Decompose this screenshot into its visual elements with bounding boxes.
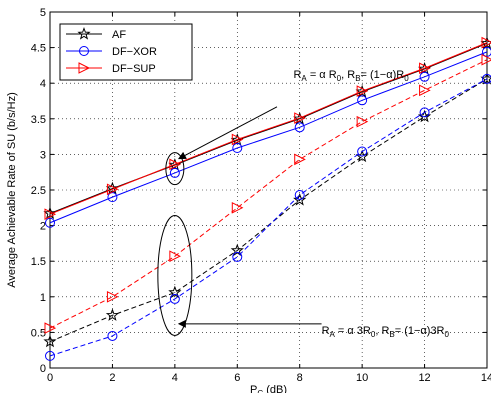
x-tick-label: 12 (418, 372, 430, 384)
data-point (231, 133, 244, 146)
data-point (106, 183, 119, 196)
y-tick-label: 0.5 (31, 327, 46, 339)
data-point (169, 158, 181, 171)
series-upper-circle (45, 46, 491, 228)
annotation-label: RA = α R0, RB= (1−α)R0 (293, 69, 409, 83)
series-line (49, 42, 488, 215)
annotation-lower: RA = α 3R0, RB= (1−α)3R0 (157, 214, 450, 339)
x-tick-label: 6 (234, 372, 240, 384)
data-point (294, 112, 306, 124)
data-point (44, 322, 57, 334)
y-tick-label: 1 (40, 292, 46, 304)
data-point (45, 350, 55, 361)
data-point (45, 217, 55, 228)
data-point (419, 84, 431, 97)
legend-box (59, 23, 193, 81)
y-tick-label: 5 (40, 7, 46, 19)
data-point (419, 107, 430, 118)
series-lower-circle (45, 73, 491, 361)
y-tick-label: 1.5 (31, 256, 46, 268)
legend-entry: DF−XOR (112, 46, 157, 58)
tick-labels: 0 2 4 6 8 10 12 14 0 0.5 1 1.5 2 2.5 3 3.5 4 4.5 5 (31, 7, 491, 384)
axes (49, 11, 488, 369)
data-point (294, 122, 305, 133)
y-tick-label: 2 (40, 221, 46, 233)
data-point (419, 71, 430, 82)
y-tick-label: 2.5 (31, 185, 46, 197)
series-line (49, 78, 488, 343)
data-point (106, 290, 119, 303)
legend-entry: AF (112, 29, 126, 41)
annotation-ellipse (165, 152, 185, 186)
y-tick-label: 4 (40, 78, 46, 90)
annotation-upper: RA = α R0, RB= (1−α)R0 (165, 69, 409, 186)
y-tick-label: 3.5 (31, 114, 46, 126)
data-point (482, 73, 491, 84)
x-tick-label: 4 (172, 372, 178, 384)
data-point (294, 153, 306, 166)
x-tick-label: 10 (356, 372, 368, 384)
annotation-label: RA = α 3R0, RB= (1−α)3R0 (322, 325, 450, 339)
data-point (169, 167, 180, 178)
legend-swatch-marker (79, 46, 89, 56)
y-tick-label: 0 (40, 363, 46, 375)
data-point (105, 181, 120, 195)
data-point (481, 36, 491, 49)
annotations-layer: RA = α R0, RB= (1−α)R0 RA = α 3R0, RB= (1… (157, 69, 450, 339)
data-point (107, 330, 118, 341)
data-point (419, 62, 431, 75)
data-point (169, 293, 180, 304)
data-point (482, 46, 491, 57)
data-point (107, 192, 118, 203)
y-axis-label: Average Achievable Rate of SU (b/s/Hz) (6, 92, 18, 287)
x-tick-label: 8 (297, 372, 303, 384)
legend: AF DF−XOR DF−SUP (59, 23, 193, 81)
series-upper-triangle-right (44, 36, 491, 221)
data-point (105, 308, 120, 321)
legend-swatch-marker (78, 62, 91, 74)
series-lower-triangle-right (44, 53, 491, 334)
series-lower-star (43, 71, 491, 348)
legend-entry: DF−SUP (112, 63, 156, 75)
series-layer (43, 36, 491, 361)
legend-swatch-marker (77, 27, 91, 40)
annotation-ellipse (157, 214, 193, 336)
data-point (43, 334, 57, 348)
data-point (43, 206, 57, 220)
data-point (357, 95, 368, 106)
series-line (49, 59, 488, 329)
data-point (357, 146, 368, 157)
data-point (356, 115, 369, 128)
x-axis-label: PC (dB) (250, 384, 287, 393)
data-point (232, 142, 243, 153)
x-tick-label: 14 (481, 372, 491, 384)
data-point (231, 201, 244, 214)
y-tick-label: 3 (40, 149, 46, 161)
data-point (294, 189, 305, 200)
data-point (481, 53, 491, 66)
series-line (49, 51, 488, 224)
series-line (49, 78, 488, 357)
data-point (356, 85, 369, 97)
data-point (232, 251, 243, 262)
x-tick-label: 0 (47, 372, 53, 384)
data-point (169, 250, 181, 263)
data-point (44, 208, 57, 221)
x-tick-label: 2 (109, 372, 115, 384)
annotation-arrow (177, 106, 278, 160)
y-tick-label: 4.5 (31, 43, 46, 55)
